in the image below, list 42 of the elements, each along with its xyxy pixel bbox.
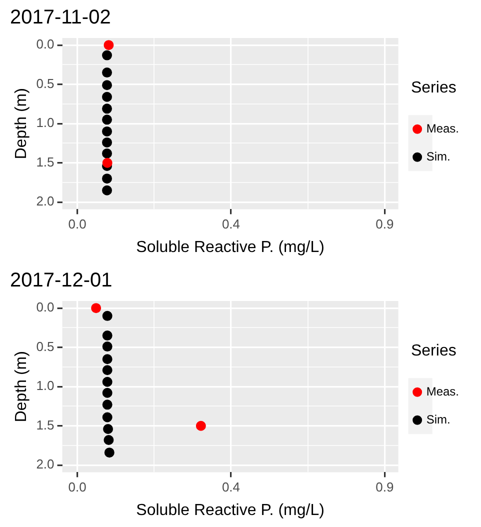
chart-title: 2017-11-02 [10, 6, 111, 29]
point [103, 424, 114, 434]
y-tick-label: 1.5 [36, 154, 54, 170]
x-tick-label: 0.4 [222, 216, 240, 232]
point [104, 435, 114, 445]
point [102, 412, 112, 422]
point [102, 342, 112, 352]
x-tick-label: 0.9 [376, 216, 394, 232]
x-axis-title: Soluble Reactive P. (mg/L) [136, 502, 324, 519]
legend-label: Sim. [426, 412, 450, 426]
y-tick-label: 1.5 [36, 417, 54, 432]
x-tick-label: 0.4 [222, 480, 240, 495]
point [102, 310, 112, 321]
y-tick-label: 0.0 [36, 300, 54, 315]
y-tick-label: 2.0 [36, 456, 54, 472]
x-axis-title: Soluble Reactive P. (mg/L) [136, 238, 324, 256]
point [196, 420, 206, 431]
x-tick-label: 0.0 [68, 480, 86, 495]
point [91, 303, 102, 314]
y-axis-title: Depth (m) [13, 351, 30, 422]
legend-title: Series [410, 342, 456, 360]
legend-label: Sim. [426, 149, 450, 164]
y-tick-label: 2.0 [36, 194, 54, 209]
legend-label: Meas. [426, 121, 460, 136]
y-tick-label: 0.0 [36, 36, 54, 52]
y-axis-title: Depth (m) [13, 88, 30, 160]
x-tick-label: 0.9 [376, 480, 394, 495]
legend-title: Series [410, 79, 456, 96]
x-tick-label: 0.0 [68, 216, 86, 232]
point [102, 330, 112, 341]
legend-label: Meas. [426, 384, 460, 398]
point [102, 354, 112, 364]
y-tick-label: 1.0 [36, 378, 54, 394]
y-tick-label: 0.5 [36, 76, 54, 91]
y-tick-label: 1.0 [36, 115, 54, 130]
point [102, 365, 112, 376]
point [102, 388, 112, 398]
point [102, 400, 112, 410]
chart-title: 2017-12-01 [10, 270, 112, 292]
point [104, 448, 114, 458]
point [102, 376, 112, 387]
y-tick-label: 0.5 [36, 338, 54, 354]
